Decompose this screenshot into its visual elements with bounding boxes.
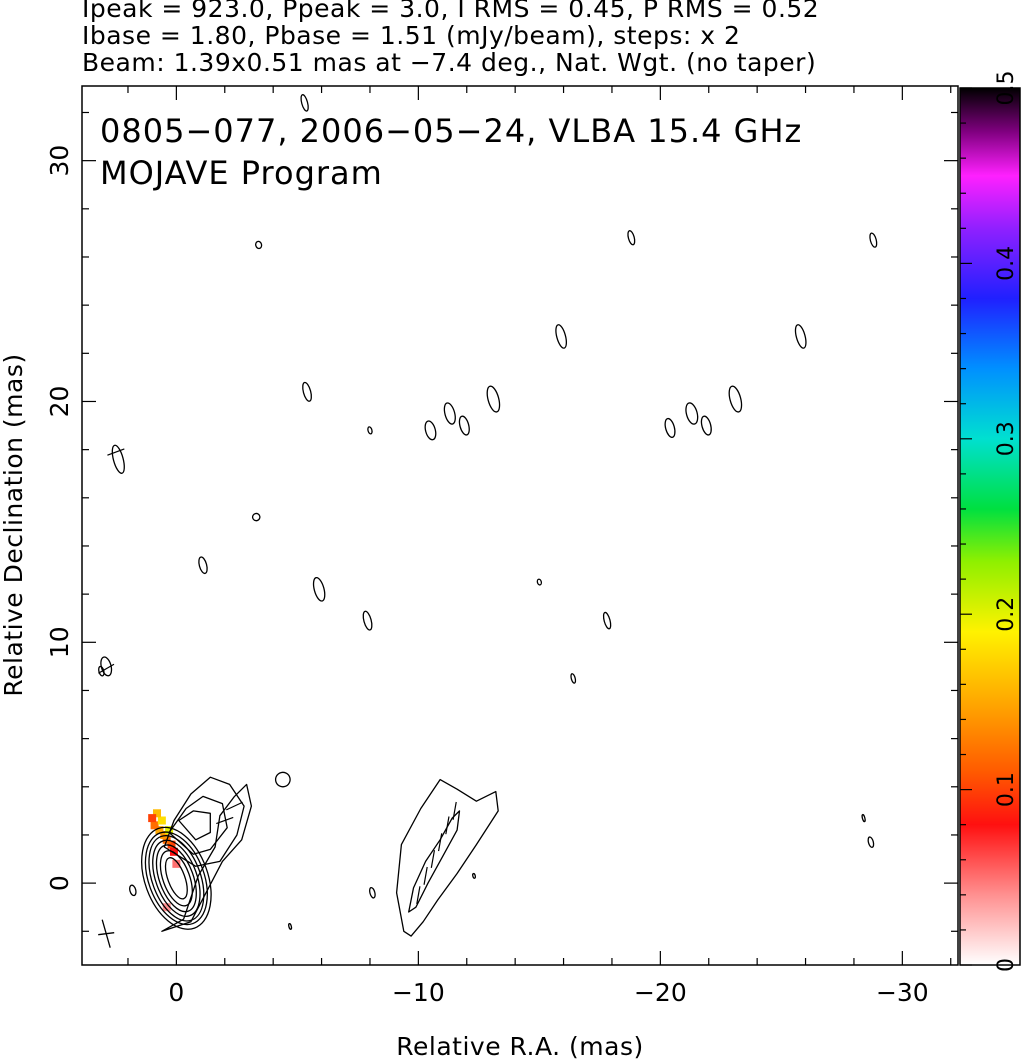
colorbar-tick-label: 0 bbox=[994, 958, 1019, 972]
axes: 0 −10 −20 −30 0 10 20 30 bbox=[45, 86, 958, 1007]
y-tick-label: 10 bbox=[45, 626, 74, 658]
polarization-pixel bbox=[155, 826, 164, 835]
jet-contour bbox=[163, 776, 245, 867]
x-axis-label: Relative R.A. (mas) bbox=[396, 1032, 643, 1060]
core-contour bbox=[159, 850, 193, 907]
header-line-3: Beam: 1.39x0.51 mas at −7.4 deg., Nat. W… bbox=[82, 48, 817, 77]
jet-contour bbox=[395, 778, 499, 937]
noise-contour bbox=[367, 426, 373, 435]
core-contour bbox=[164, 857, 188, 900]
y-tick-label: 0 bbox=[45, 875, 74, 891]
polarization-pixel bbox=[148, 814, 157, 823]
noise-contour bbox=[369, 886, 376, 899]
jet-contour bbox=[161, 783, 253, 932]
colorbar-axis: 0 0.1 0.2 0.3 0.4 0.5 bbox=[960, 71, 1019, 972]
noise-contour bbox=[312, 576, 326, 602]
noise-contour bbox=[867, 836, 875, 848]
contours bbox=[98, 94, 878, 937]
noise-contour bbox=[685, 402, 699, 425]
noise-contour bbox=[869, 232, 878, 248]
noise-contour bbox=[255, 240, 263, 250]
y-axis-label: Relative Declination (mas) bbox=[0, 353, 28, 696]
polarization-pixel bbox=[150, 821, 159, 830]
noise-contour bbox=[111, 444, 125, 474]
colorbar-tick-label: 0.1 bbox=[994, 772, 1019, 807]
noise-contour bbox=[443, 402, 456, 425]
noise-contour bbox=[861, 813, 866, 823]
noise-contour bbox=[274, 771, 291, 788]
polarization-pixel bbox=[157, 816, 166, 825]
noise-contour bbox=[570, 673, 577, 684]
polarization-pixel bbox=[160, 830, 169, 839]
header-line-1: Ipeak = 923.0, Ppeak = 3.0, I RMS = 0.45… bbox=[82, 0, 820, 23]
colorbar-tick-label: 0.3 bbox=[994, 421, 1019, 456]
evpa-tick bbox=[423, 866, 428, 885]
core-contour bbox=[141, 826, 212, 930]
evpa-ticks bbox=[98, 448, 457, 948]
noise-contour bbox=[700, 415, 712, 436]
noise-contour bbox=[536, 578, 543, 586]
noise-contour bbox=[362, 610, 373, 631]
noise-contour bbox=[486, 385, 501, 413]
noise-contour bbox=[602, 611, 612, 630]
y-tick-label: 20 bbox=[45, 386, 74, 418]
noise-contour bbox=[129, 884, 137, 897]
noise-contour bbox=[458, 415, 470, 436]
x-tick-label: −20 bbox=[634, 978, 687, 1007]
evpa-tick bbox=[98, 663, 115, 674]
polarization-pixel bbox=[165, 826, 174, 835]
noise-contour bbox=[794, 324, 807, 349]
noise-contour bbox=[424, 420, 437, 441]
evpa-tick bbox=[416, 886, 421, 905]
polarization-pixel bbox=[167, 840, 176, 849]
chart-title-line-2: MOJAVE Program bbox=[100, 154, 383, 192]
x-tick-label: −10 bbox=[392, 978, 445, 1007]
core-contour bbox=[152, 839, 201, 917]
noise-contour bbox=[198, 556, 208, 575]
x-tick-label: −30 bbox=[876, 978, 929, 1007]
noise-contour bbox=[472, 872, 476, 879]
noise-contour bbox=[288, 923, 293, 930]
colorbar-tick-label: 0.5 bbox=[994, 71, 1019, 106]
colorbar-tick-label: 0.2 bbox=[994, 597, 1019, 632]
noise-contour bbox=[555, 324, 568, 349]
evpa-tick bbox=[437, 833, 443, 852]
polarization-pixel bbox=[172, 859, 181, 868]
evpa-tick bbox=[452, 801, 457, 820]
noise-contour bbox=[302, 381, 313, 402]
beam-marker-minor bbox=[98, 932, 115, 936]
jet-contour bbox=[408, 810, 461, 913]
jet-contour bbox=[168, 795, 228, 855]
evpa-tick bbox=[216, 816, 234, 825]
x-tick-label: 0 bbox=[168, 978, 184, 1007]
evpa-tick bbox=[430, 850, 436, 869]
polarization-pixel bbox=[162, 903, 171, 912]
colorbar-tick-label: 0.4 bbox=[994, 246, 1019, 281]
noise-contour bbox=[300, 94, 309, 112]
colorbar bbox=[959, 87, 1021, 966]
noise-contour bbox=[728, 385, 743, 413]
plot-frame bbox=[81, 85, 959, 966]
noise-contour bbox=[664, 417, 676, 438]
evpa-tick bbox=[445, 816, 450, 835]
evpa-tick bbox=[107, 448, 125, 456]
noise-contour bbox=[627, 230, 636, 246]
noise-contour bbox=[100, 656, 113, 677]
header-line-2: Ibase = 1.80, Pbase = 1.51 (mJy/beam), s… bbox=[82, 21, 741, 50]
evpa-tick bbox=[226, 801, 243, 811]
jet-contour bbox=[178, 810, 211, 841]
chart-title-line-1: 0805−077, 2006−05−24, VLBA 15.4 GHz bbox=[100, 112, 802, 150]
y-tick-label: 30 bbox=[45, 145, 74, 177]
polarization-pixel bbox=[153, 809, 162, 818]
noise-contour bbox=[251, 512, 261, 522]
